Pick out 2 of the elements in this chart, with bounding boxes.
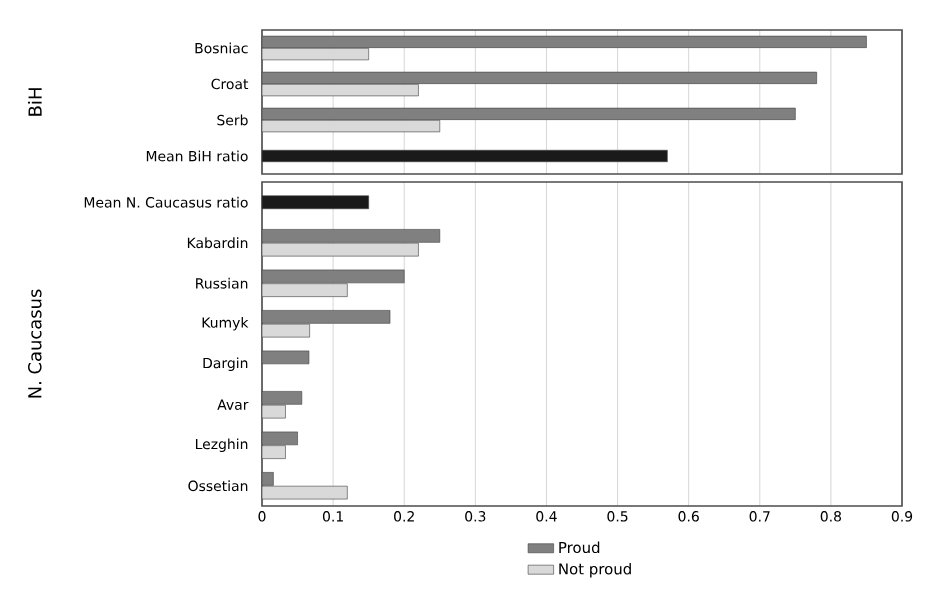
y-axis-title: N. Caucasus bbox=[28, 289, 42, 398]
y-axis-title: BiH bbox=[27, 88, 42, 116]
